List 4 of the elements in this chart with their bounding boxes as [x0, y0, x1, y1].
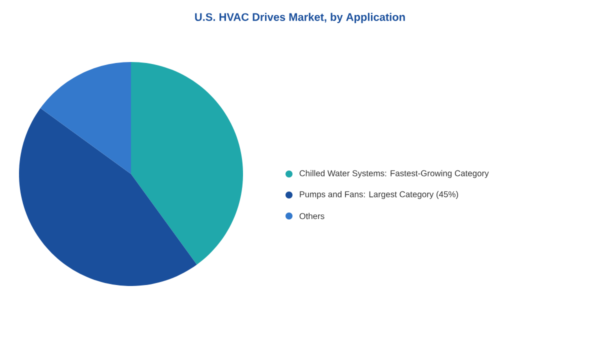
legend-label: Chilled Water Systems: Fastest-Growing Category: [300, 170, 489, 178]
chart-title: U.S. HVAC Drives Market, by Application: [195, 12, 405, 24]
legend-label: Others: [300, 212, 324, 220]
legend-label: Pumps and Fans: Largest Category (45%): [300, 191, 458, 199]
